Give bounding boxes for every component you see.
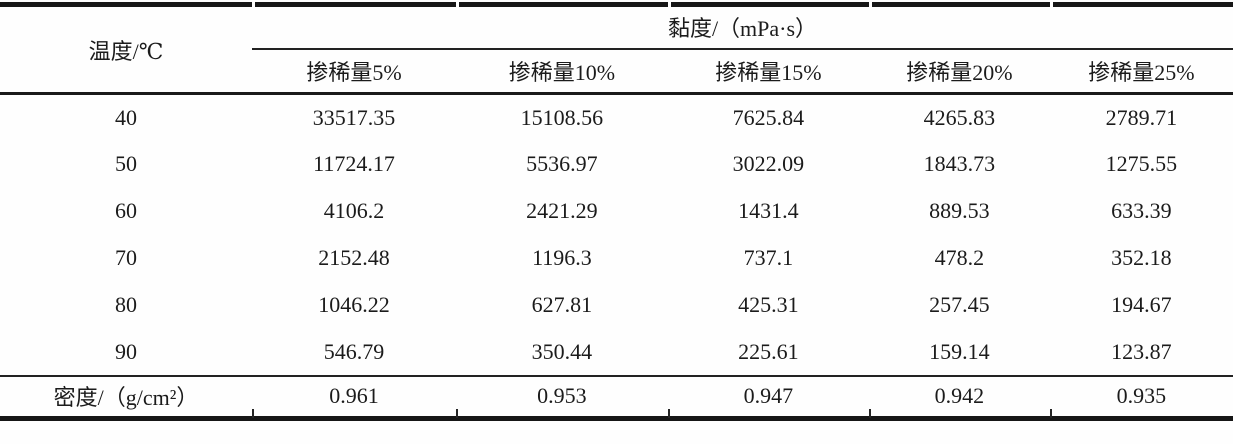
viscosity-cell: 159.14 xyxy=(929,338,990,364)
viscosity-cell: 2152.48 xyxy=(318,245,390,270)
data-table: 温度/℃ 黏度/（mPa·s） 掺稀量5% 掺稀量10% 掺稀量15% 掺稀量2… xyxy=(0,2,1233,421)
temperature-cell: 40 xyxy=(115,104,137,130)
viscosity-density-table: 温度/℃ 黏度/（mPa·s） 掺稀量5% 掺稀量10% 掺稀量15% 掺稀量2… xyxy=(0,2,1233,421)
scan-tick-artifact xyxy=(868,409,871,418)
temperature-column-header: 温度/℃ xyxy=(0,4,253,95)
density-row-label: 密度/（g/cm²） xyxy=(0,374,253,419)
scan-tick-artifact xyxy=(667,409,670,418)
viscosity-cell: 350.44 xyxy=(531,338,593,364)
viscosity-cell: 4106.2 xyxy=(323,198,385,223)
viscosity-cell: 7625.84 xyxy=(732,104,805,130)
viscosity-cell: 627.81 xyxy=(531,292,593,317)
subheader-dilution-20pct: 掺稀量20% xyxy=(868,48,1050,95)
density-cell: 0.935 xyxy=(1049,374,1233,419)
viscosity-cell: 4265.83 xyxy=(923,104,996,130)
viscosity-cell: 425.31 xyxy=(738,292,799,317)
scan-gap-artifact xyxy=(252,2,256,7)
table-row: 70 2152.48 1196.3 737.1 478.2 352.18 xyxy=(0,235,1233,282)
subheader-dilution-5pct: 掺稀量5% xyxy=(252,48,456,95)
viscosity-cell: 1196.3 xyxy=(532,245,592,270)
temperature-cell: 90 xyxy=(115,338,137,364)
table-row: 60 4106.2 2421.29 1431.4 889.53 633.39 xyxy=(0,188,1233,235)
viscosity-cell: 225.61 xyxy=(738,338,799,364)
viscosity-cell: 1275.55 xyxy=(1105,151,1178,176)
scan-gap-artifact xyxy=(667,2,671,7)
viscosity-cell: 11724.17 xyxy=(313,151,395,176)
density-cell: 0.961 xyxy=(252,374,456,419)
table-group-header-row: 温度/℃ 黏度/（mPa·s） xyxy=(0,4,1233,95)
viscosity-cell: 889.53 xyxy=(929,198,990,223)
viscosity-cell: 737.1 xyxy=(743,245,794,270)
table-row: 80 1046.22 627.81 425.31 257.45 194.67 xyxy=(0,282,1233,329)
temperature-cell: 60 xyxy=(115,198,137,223)
viscosity-cell: 546.79 xyxy=(323,338,385,364)
temperature-cell: 70 xyxy=(115,245,137,270)
viscosity-cell: 5536.97 xyxy=(526,151,598,176)
density-cell: 0.953 xyxy=(455,374,668,419)
temperature-cell: 50 xyxy=(115,151,137,176)
viscosity-cell: 257.45 xyxy=(929,292,990,317)
viscosity-cell: 33517.35 xyxy=(312,104,396,130)
viscosity-cell: 2789.71 xyxy=(1105,104,1178,130)
viscosity-cell: 15108.56 xyxy=(520,104,604,130)
table-row: 90 546.79 350.44 225.61 159.14 123.87 xyxy=(0,329,1233,376)
scan-tick-artifact xyxy=(252,409,255,418)
viscosity-cell: 3022.09 xyxy=(732,151,805,176)
viscosity-group-header: 黏度/（mPa·s） xyxy=(252,4,1233,50)
viscosity-cell: 352.18 xyxy=(1111,245,1172,270)
scan-gap-artifact xyxy=(1049,2,1053,7)
scan-tick-artifact xyxy=(455,409,458,418)
scan-tick-artifact xyxy=(1049,409,1052,418)
scan-gap-artifact xyxy=(868,2,872,7)
viscosity-cell: 633.39 xyxy=(1111,198,1172,223)
viscosity-cell: 1843.73 xyxy=(923,151,996,176)
subheader-dilution-15pct: 掺稀量15% xyxy=(667,48,869,95)
table-row: 40 33517.35 15108.56 7625.84 4265.83 278… xyxy=(0,94,1233,141)
subheader-dilution-10pct: 掺稀量10% xyxy=(455,48,668,95)
viscosity-cell: 1046.22 xyxy=(318,292,390,317)
density-row: 密度/（g/cm²） 0.961 0.953 0.947 0.942 0.935 xyxy=(0,374,1233,419)
viscosity-cell: 478.2 xyxy=(934,245,985,270)
table-subheader-row: 掺稀量5% 掺稀量10% 掺稀量15% 掺稀量20% 掺稀量25% xyxy=(0,48,1233,95)
density-cell: 0.942 xyxy=(868,374,1050,419)
viscosity-cell: 1431.4 xyxy=(738,198,799,223)
viscosity-cell: 194.67 xyxy=(1111,292,1172,317)
subheader-dilution-25pct: 掺稀量25% xyxy=(1049,48,1233,95)
scan-gap-artifact xyxy=(455,2,459,7)
viscosity-cell: 123.87 xyxy=(1111,338,1172,364)
viscosity-cell: 2421.29 xyxy=(526,198,598,223)
table-row: 50 11724.17 5536.97 3022.09 1843.73 1275… xyxy=(0,141,1233,188)
density-cell: 0.947 xyxy=(667,374,869,419)
temperature-cell: 80 xyxy=(115,292,137,317)
